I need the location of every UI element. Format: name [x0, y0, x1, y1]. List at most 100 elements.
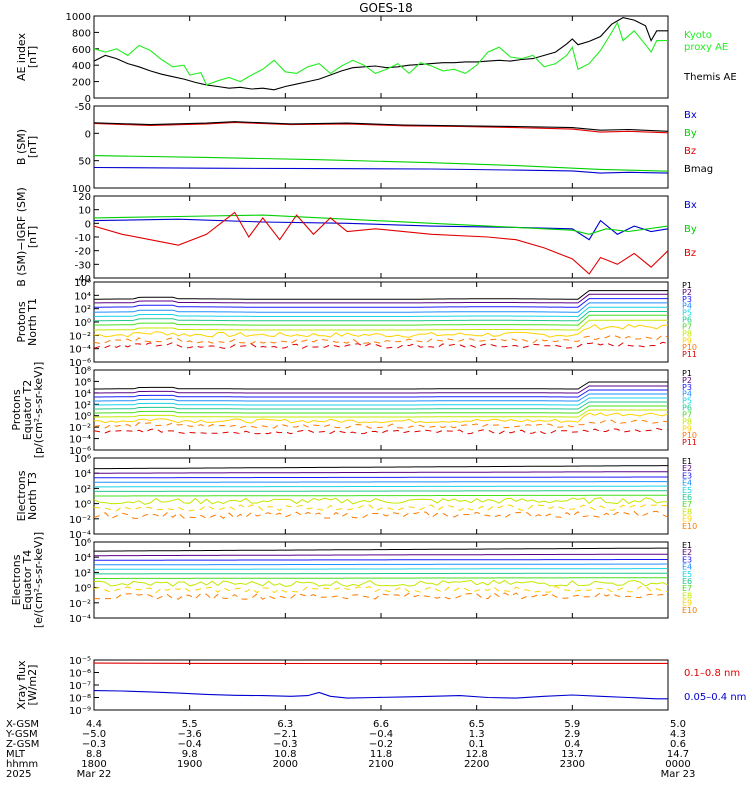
y-tick-label: 10² [74, 305, 91, 316]
x-axis-value: 12.8 [466, 749, 488, 760]
y-tick-label: 400 [72, 61, 91, 72]
flux-channel-line [94, 290, 668, 300]
y-tick-label: 10⁰ [74, 584, 91, 595]
y-tick-label: 10⁴ [74, 469, 91, 480]
flux-channel-line [94, 397, 668, 406]
panel-frame [93, 105, 669, 189]
y-axis-label: [nT] [26, 136, 39, 158]
x-axis-value: 10.8 [274, 749, 296, 760]
legend-label: E10 [682, 606, 697, 615]
series-line [93, 21, 668, 86]
y-tick-label: 10⁻⁹ [69, 706, 91, 717]
y-tick-label: 100 [72, 184, 91, 195]
y-tick-label: 10⁻⁶ [69, 358, 91, 369]
y-tick-label: 10⁻⁶ [69, 446, 91, 457]
x-axis-value: 0000 [665, 759, 690, 770]
y-tick-label: 10⁻² [69, 599, 91, 610]
panel-frame [93, 195, 669, 279]
legend-label: P2 [682, 376, 692, 385]
legend-label: P3 [682, 295, 692, 304]
y-tick-label: 10⁶ [74, 377, 91, 388]
flux-channel-line [93, 314, 668, 326]
series-line [93, 155, 669, 172]
x-axis-row-label: 2025 [6, 769, 31, 780]
legend-label: Bz [684, 146, 696, 157]
x-axis-value: 6.3 [277, 719, 293, 730]
x-axis-value: 5.9 [564, 719, 580, 730]
y-tick-label: 600 [72, 45, 91, 56]
flux-channel-line [93, 592, 669, 601]
y-axis-label: Protons [15, 301, 28, 342]
x-axis-value: 9.8 [182, 749, 198, 760]
y-axis-label: [nT] [26, 46, 39, 68]
x-axis-value: 6.6 [373, 719, 389, 730]
legend-label: P4 [682, 390, 692, 399]
legend-label: Bz [684, 248, 696, 259]
y-axis-label: Electrons [15, 470, 28, 521]
x-axis-row-label: Z-GSM [6, 739, 39, 750]
flux-channel-line [94, 401, 668, 410]
y-tick-label: 10⁴ [74, 553, 91, 564]
y-tick-label: 10⁴ [74, 389, 91, 400]
y-tick-label: 10⁻² [69, 515, 91, 526]
legend-label: E1 [682, 541, 692, 550]
legend-label: P7 [682, 410, 692, 419]
legend-label: E1 [682, 457, 692, 466]
flux-channel-line [93, 427, 669, 435]
y-tick-label: 10⁻⁴ [69, 614, 91, 625]
flux-channel-line [94, 494, 668, 497]
x-axis-value: −2.1 [273, 729, 297, 740]
x-axis-value: 11.8 [370, 749, 392, 760]
y-tick-label: 10⁻⁵ [69, 656, 91, 667]
y-axis-label: Electrons [10, 554, 23, 605]
x-axis-value: −0.3 [273, 739, 297, 750]
legend-label: Kyoto [684, 30, 712, 41]
y-tick-label: 10⁰ [74, 500, 91, 511]
y-tick-label: 10⁸ [74, 366, 91, 377]
y-tick-label: 50 [78, 157, 91, 168]
flux-channel-line [94, 577, 668, 579]
y-tick-label: 0 [85, 219, 91, 230]
legend-label: P6 [682, 316, 692, 325]
y-tick-label: 10⁻⁴ [69, 530, 91, 541]
x-axis-row-label: Y-GSM [5, 729, 38, 740]
panel-frame [93, 15, 669, 99]
flux-channel-line [93, 311, 668, 322]
flux-channel-line [93, 334, 669, 345]
flux-channel-line [94, 405, 668, 414]
y-axis-label: [e/(cm²-s-sr-keV)] [32, 532, 45, 628]
y-tick-label: 10⁴ [74, 291, 91, 302]
legend-label: Bmag [684, 164, 713, 175]
y-axis-label: North T3 [26, 472, 39, 520]
flux-channel-line [93, 497, 669, 505]
panel-frame [93, 659, 669, 711]
y-axis-label: B (SM)−IGRF (SM) [15, 187, 28, 287]
flux-channel-line [94, 381, 668, 390]
flux-channel-line [93, 319, 668, 331]
y-tick-label: 10⁰ [74, 318, 91, 329]
y-tick-label: 10⁻² [69, 331, 91, 342]
x-axis-value: −3.6 [178, 729, 202, 740]
x-axis-value: 1.3 [469, 729, 485, 740]
series-line [93, 121, 669, 132]
y-tick-label: 10⁰ [74, 412, 91, 423]
x-axis-value: 1900 [177, 759, 202, 770]
legend-label: P1 [682, 281, 692, 290]
x-axis-value: Mar 23 [661, 769, 696, 780]
legend-label: E2 [682, 464, 692, 473]
x-axis-value: 1800 [81, 759, 106, 770]
y-tick-label: -30 [75, 260, 91, 271]
flux-channel-line [93, 341, 669, 349]
x-axis-value: 2000 [273, 759, 298, 770]
legend-label: E3 [682, 555, 692, 564]
flux-channel-line [93, 510, 669, 520]
x-axis-value: −0.4 [369, 729, 393, 740]
legend-label: E8 [682, 507, 692, 516]
panel-bmigrf: -40 -30 -20 -10 0 10 20 B (SM)−IGRF (SM)[nT] Bx B… [15, 187, 697, 287]
legend-label: Bx [684, 200, 697, 211]
series-line [93, 211, 669, 275]
panel-frame [93, 541, 669, 619]
figure-title: GOES-18 [359, 1, 413, 15]
series-line [93, 218, 669, 241]
